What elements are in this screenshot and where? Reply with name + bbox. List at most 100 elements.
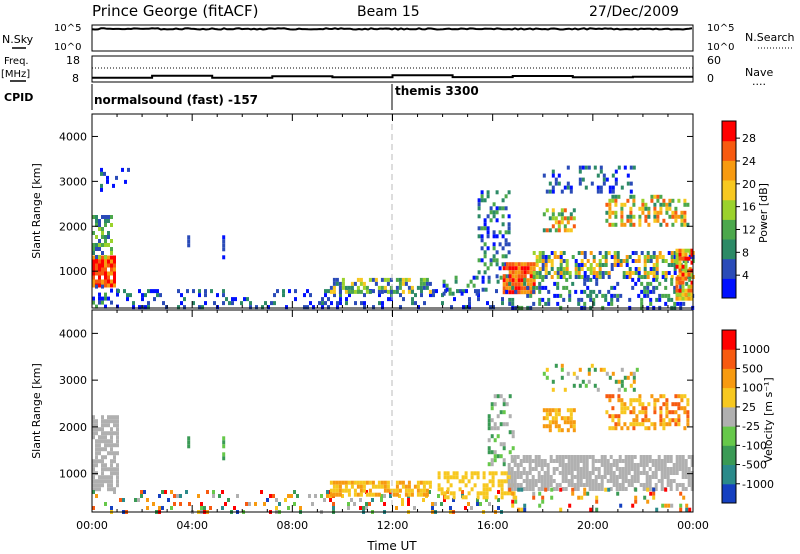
heatmap-cell: [512, 495, 516, 500]
heatmap-cell: [359, 488, 363, 493]
heatmap-cell: [470, 475, 474, 480]
heatmap-cell: [643, 267, 647, 271]
heatmap-cell: [500, 495, 504, 500]
heatmap-cell: [386, 484, 390, 489]
heatmap-cell: [556, 271, 560, 275]
heatmap-cell: [532, 251, 536, 255]
heatmap-cell: [113, 459, 116, 464]
heatmap-cell: [514, 499, 518, 504]
heatmap-cell: [276, 289, 279, 294]
heatmap-cell: [98, 239, 101, 243]
heatmap-cell: [608, 375, 612, 380]
heatmap-cell: [668, 198, 672, 203]
heatmap-cell: [690, 280, 694, 285]
heatmap-cell: [490, 402, 494, 407]
heatmap-cell: [362, 285, 366, 290]
heatmap-cell: [615, 479, 619, 483]
heatmap-cell: [507, 190, 511, 195]
heatmap-cell: [655, 259, 659, 263]
heatmap-cell: [623, 406, 627, 411]
heatmap-cell: [371, 498, 374, 502]
heatmap-cell: [222, 235, 226, 240]
heatmap-cell: [561, 467, 565, 471]
heatmap-cell: [629, 410, 633, 415]
heatmap-cell: [490, 434, 494, 439]
heatmap-cell: [667, 293, 671, 298]
heatmap-cell: [596, 387, 600, 392]
heatmap-cell: [532, 301, 536, 306]
heatmap-cell: [467, 502, 470, 506]
heatmap-cell: [363, 301, 366, 306]
heatmap-cell: [607, 289, 611, 294]
heatmap-cell: [613, 263, 617, 267]
heatmap-cell: [683, 210, 687, 215]
heatmap-cell: [275, 498, 278, 502]
heatmap-cell: [288, 289, 291, 294]
heatmap-cell: [110, 439, 113, 444]
heatmap-cell: [420, 293, 423, 298]
heatmap-cell: [476, 471, 480, 476]
heatmap-cell: [329, 289, 333, 294]
heatmap-cell: [423, 301, 426, 306]
heatmap-cell: [92, 467, 95, 472]
heatmap-cell: [680, 394, 684, 399]
heatmap-cell: [407, 498, 410, 502]
heatmap-cell: [487, 438, 491, 443]
heatmap-cell: [551, 208, 555, 213]
heatmap-cell: [450, 305, 453, 310]
colorbar-frame: [721, 120, 737, 299]
heatmap-cell: [338, 488, 342, 493]
heatmap-cell: [573, 467, 577, 471]
heatmap-cell: [398, 480, 402, 485]
heatmap-cell: [472, 283, 476, 288]
heatmap-cell: [611, 185, 615, 190]
heatmap-cell: [690, 471, 694, 475]
heatmap-cell: [658, 281, 662, 286]
heatmap-cell: [554, 216, 558, 221]
heatmap-cell: [98, 435, 101, 440]
heatmap-cell: [442, 291, 446, 296]
heatmap-cell: [681, 483, 685, 487]
heatmap-cell: [348, 293, 351, 298]
heatmap-cell: [569, 189, 573, 194]
heatmap-cell: [599, 367, 603, 372]
heatmap-cell: [645, 483, 649, 487]
heatmap-cell: [240, 301, 243, 306]
heatmap-cell: [675, 288, 679, 293]
heatmap-cell: [567, 483, 571, 487]
heatmap-cell: [623, 375, 627, 380]
heatmap-cell: [341, 277, 345, 282]
heatmap-cell: [350, 498, 353, 502]
heatmap-cell: [496, 394, 500, 399]
heatmap-cell: [681, 280, 685, 285]
heatmap-cell: [101, 439, 104, 444]
heatmap-cell: [544, 255, 548, 259]
heatmap-cell: [656, 210, 660, 215]
heatmap-cell: [631, 251, 635, 255]
heatmap-cell: [613, 259, 617, 263]
heatmap-cell: [670, 251, 674, 255]
heatmap-cell: [493, 426, 497, 431]
heatmap-cell: [462, 289, 465, 294]
heatmap-cell: [642, 459, 646, 463]
heatmap-cell: [468, 305, 471, 310]
heatmap-cell: [113, 487, 116, 492]
heatmap-cell: [546, 463, 550, 467]
heatmap-cell: [672, 467, 676, 471]
heatmap-cell: [678, 268, 682, 273]
heatmap-cell: [399, 305, 402, 310]
heatmap-cell: [560, 416, 564, 421]
heatmap-cell: [646, 275, 650, 279]
velocity-colorbar-label: Velocity [m s⁻¹]: [762, 377, 775, 462]
heatmap-cell: [557, 173, 561, 178]
heatmap-cell: [589, 507, 593, 512]
heatmap-cell: [505, 289, 509, 294]
heatmap-cell: [222, 255, 226, 260]
heatmap-cell: [113, 271, 116, 276]
heatmap-cell: [666, 479, 670, 483]
heatmap-cell: [565, 259, 569, 263]
heatmap-cell: [496, 454, 500, 459]
heatmap-cell: [520, 266, 524, 271]
date-title: 27/Dec/2009: [589, 4, 679, 20]
heatmap-cell: [645, 459, 649, 463]
